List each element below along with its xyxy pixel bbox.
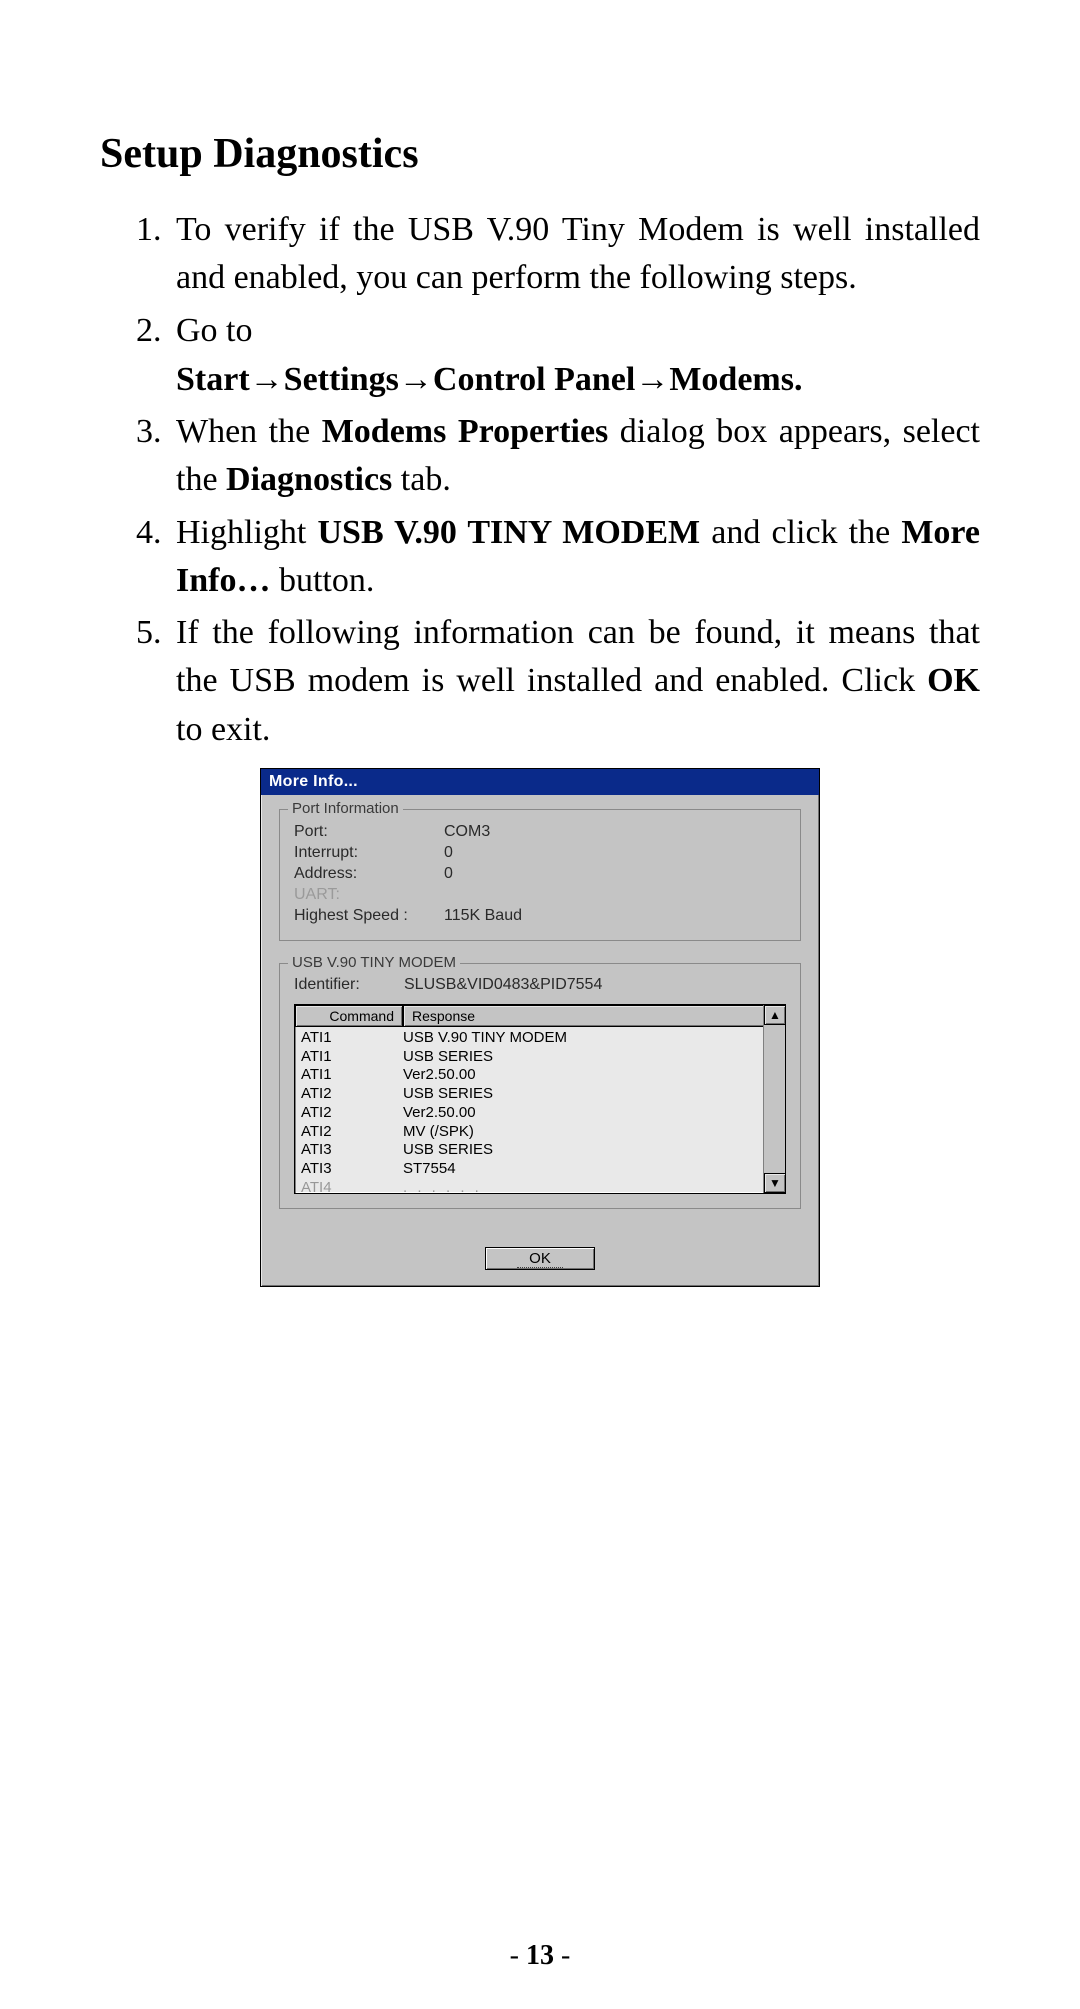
step-3-text-a: When the (176, 413, 322, 450)
value-address: 0 (444, 865, 453, 883)
step-4-bold-1: USB V.90 TINY MODEM (317, 514, 700, 551)
at-command-listbox[interactable]: Command Response ATI1USB V.90 TINY MODEM… (294, 1004, 786, 1194)
ok-button[interactable]: OK (485, 1247, 595, 1270)
arrow-icon: → (250, 360, 284, 398)
cell-response: . . . . . . (403, 1179, 785, 1194)
value-highest-speed: 115K Baud (444, 907, 522, 925)
value-port: COM3 (444, 823, 490, 841)
scrollbar[interactable]: ▲ ▼ (763, 1005, 785, 1193)
step-1: To verify if the USB V.90 Tiny Modem is … (170, 206, 980, 303)
step-4: Highlight USB V.90 TINY MODEM and click … (170, 509, 980, 606)
step-4-text-b: and click the (700, 514, 901, 551)
list-header: Command Response (295, 1005, 785, 1027)
group-port-information: Port Information Port: COM3 Interrupt: 0… (279, 809, 801, 941)
list-item[interactable]: ATI3ST7554 (295, 1160, 785, 1179)
step-3-bold-1: Modems Properties (322, 413, 609, 450)
cell-response: Ver2.50.00 (403, 1104, 785, 1123)
step-3-bold-2: Diagnostics (226, 461, 392, 498)
list-item[interactable]: ATI4. . . . . . (295, 1179, 785, 1194)
cell-response: USB SERIES (403, 1048, 785, 1067)
label-port: Port: (294, 823, 444, 841)
dialog-titlebar: More Info... (261, 769, 819, 795)
step-3: When the Modems Properties dialog box ap… (170, 408, 980, 505)
cell-command: ATI2 (295, 1123, 403, 1142)
cell-command: ATI3 (295, 1160, 403, 1179)
step-5-text-a: If the following information can be foun… (176, 614, 980, 699)
step-5-text-b: to exit. (176, 711, 270, 748)
ok-button-label: OK (517, 1250, 563, 1268)
step-4-text-a: Highlight (176, 514, 317, 551)
step-2: Go to Start→Settings→Control Panel→Modem… (170, 307, 980, 405)
page-number-value: 13 (526, 1940, 554, 1971)
label-uart: UART: (294, 886, 444, 904)
list-item[interactable]: ATI1USB V.90 TINY MODEM (295, 1029, 785, 1048)
group-usb-modem: USB V.90 TINY MODEM Identifier: SLUSB&VI… (279, 963, 801, 1209)
page-title: Setup Diagnostics (100, 130, 980, 178)
cell-response: USB V.90 TINY MODEM (403, 1029, 785, 1048)
more-info-dialog: More Info... Port Information Port: COM3… (260, 768, 820, 1287)
list-item[interactable]: ATI2MV (/SPK) (295, 1123, 785, 1142)
list-item[interactable]: ATI3USB SERIES (295, 1141, 785, 1160)
step-2-prefix: Go to (176, 312, 253, 349)
arrow-icon: → (635, 360, 669, 398)
arrow-icon: → (399, 360, 433, 398)
scroll-up-icon[interactable]: ▲ (764, 1005, 786, 1025)
group-title-port-info: Port Information (288, 800, 403, 817)
value-identifier: SLUSB&VID0483&PID7554 (404, 976, 602, 994)
label-highest-speed: Highest Speed : (294, 907, 444, 925)
list-item[interactable]: ATI2Ver2.50.00 (295, 1104, 785, 1123)
cell-command: ATI1 (295, 1048, 403, 1067)
cell-command: ATI2 (295, 1104, 403, 1123)
cell-response: USB SERIES (403, 1141, 785, 1160)
col-response[interactable]: Response (403, 1005, 785, 1027)
cell-response: Ver2.50.00 (403, 1066, 785, 1085)
list-item[interactable]: ATI2USB SERIES (295, 1085, 785, 1104)
label-identifier: Identifier: (294, 976, 404, 994)
cell-response: USB SERIES (403, 1085, 785, 1104)
cell-command: ATI2 (295, 1085, 403, 1104)
step-5-bold: OK (927, 662, 980, 699)
nav-modems: Modems. (669, 361, 802, 398)
step-3-text-c: tab. (392, 461, 451, 498)
step-4-text-c: button. (270, 562, 374, 599)
cell-command: ATI1 (295, 1066, 403, 1085)
cell-command: ATI3 (295, 1141, 403, 1160)
cell-response: ST7554 (403, 1160, 785, 1179)
cell-response: MV (/SPK) (403, 1123, 785, 1142)
cell-command: ATI1 (295, 1029, 403, 1048)
scroll-down-icon[interactable]: ▼ (764, 1173, 786, 1193)
nav-start: Start (176, 361, 250, 398)
page-number: - 13 - (0, 1940, 1080, 1972)
col-command[interactable]: Command (295, 1005, 403, 1027)
label-address: Address: (294, 865, 444, 883)
nav-control-panel: Control Panel (433, 361, 635, 398)
list-item[interactable]: ATI1Ver2.50.00 (295, 1066, 785, 1085)
steps-list: To verify if the USB V.90 Tiny Modem is … (100, 206, 980, 754)
nav-settings: Settings (284, 361, 399, 398)
list-item[interactable]: ATI1USB SERIES (295, 1048, 785, 1067)
group-title-usb-modem: USB V.90 TINY MODEM (288, 954, 460, 971)
cell-command: ATI4 (295, 1179, 403, 1194)
step-5: If the following information can be foun… (170, 609, 980, 754)
label-interrupt: Interrupt: (294, 844, 444, 862)
value-interrupt: 0 (444, 844, 453, 862)
